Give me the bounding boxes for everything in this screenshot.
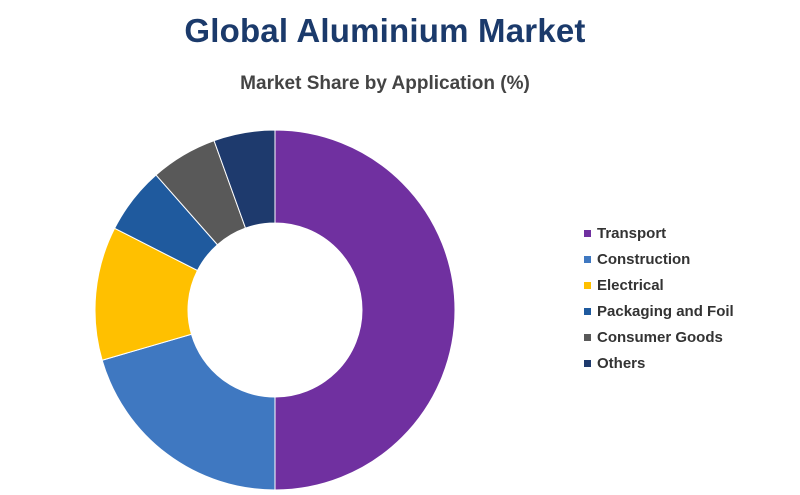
legend-swatch (584, 255, 591, 263)
legend-label: Transport (597, 224, 667, 242)
legend-label: Packaging and Foil (597, 302, 734, 320)
legend-item-construction: Construction (584, 246, 734, 272)
chart-legend: Transport Construction Electrical Packaging… (584, 220, 734, 376)
donut-slices (94, 129, 456, 491)
legend-label: Electrical (597, 276, 664, 294)
legend-swatch (584, 333, 591, 341)
legend-item-transport: Transport (584, 220, 734, 246)
chart-title: Global Aluminium Market (184, 12, 586, 49)
legend-swatch (584, 359, 591, 367)
chart-subtitle: Market Share by Application (%) (240, 73, 530, 94)
legend-swatch (584, 281, 591, 289)
slice-others (213, 129, 276, 229)
legend-item-others: Others (584, 350, 734, 376)
legend-label: Others (597, 354, 646, 372)
legend-item-electrical: Electrical (584, 272, 734, 298)
slice-transport (274, 129, 456, 491)
legend-swatch (584, 229, 591, 237)
slice-construction (101, 333, 276, 491)
legend-item-consumer-goods: Consumer Goods (584, 324, 734, 350)
legend-item-packaging-and-foil: Packaging and Foil (584, 298, 734, 324)
legend-label: Consumer Goods (597, 328, 723, 346)
legend-swatch (584, 307, 591, 315)
legend-label: Construction (597, 250, 691, 268)
